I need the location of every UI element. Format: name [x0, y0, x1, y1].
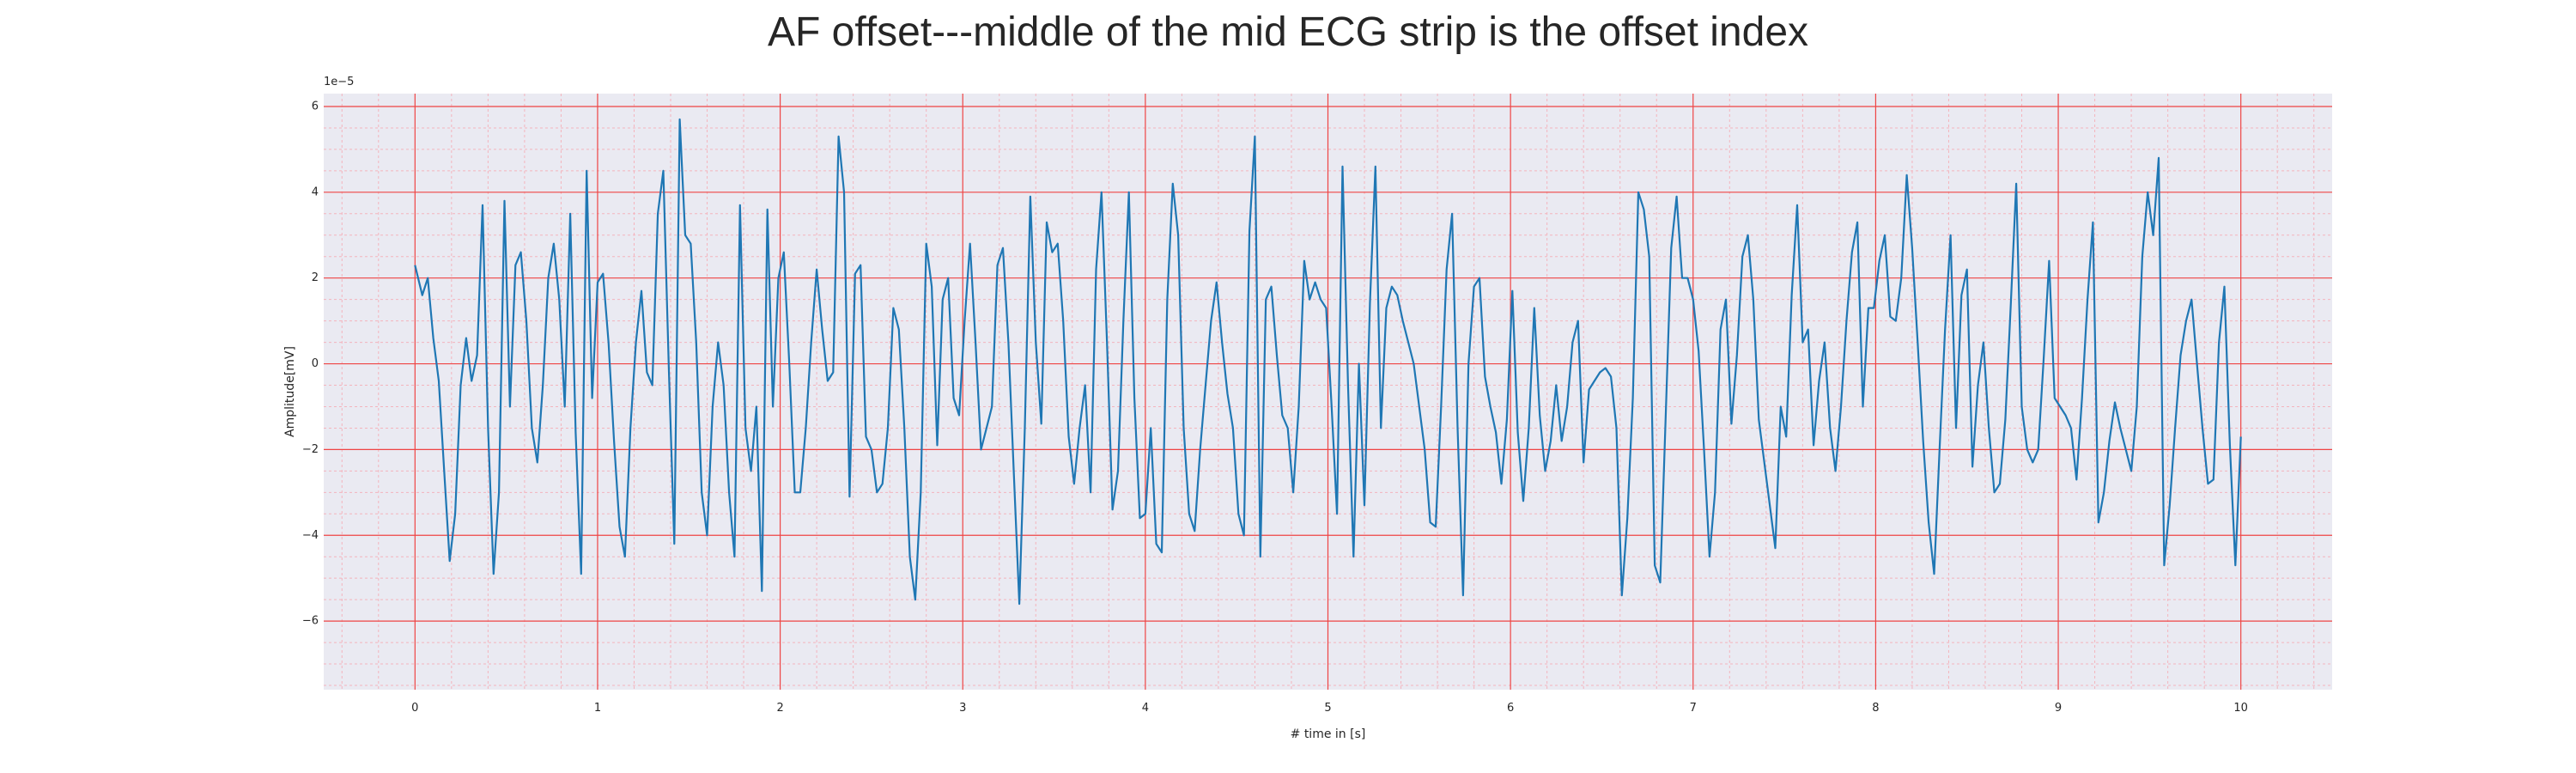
- y-tick-label: −6: [302, 615, 319, 628]
- minor-grid: [324, 94, 2332, 690]
- chart-title: AF offset---middle of the mid ECG strip …: [767, 9, 1809, 55]
- x-tick-label: 0: [411, 702, 418, 715]
- x-tick-label: 8: [1872, 702, 1879, 715]
- x-tick-label: 4: [1142, 702, 1149, 715]
- x-axis-label: # time in [s]: [1291, 727, 1366, 741]
- y-offset-text: 1e−5: [324, 76, 354, 88]
- y-tick-label: 6: [312, 100, 319, 113]
- x-tick-label: 6: [1507, 702, 1514, 715]
- y-tick-label: −4: [302, 529, 319, 542]
- y-tick-label: −2: [302, 443, 319, 456]
- y-axis-label: Amplitude[mV]: [283, 346, 297, 437]
- y-tick-label: 0: [312, 357, 319, 370]
- series-line-ecg: [414, 118, 2242, 606]
- y-tick-labels: −6 −4 −2 0 2 4 6: [302, 100, 319, 627]
- x-tick-label: 7: [1690, 702, 1697, 715]
- x-tick-label: 2: [776, 702, 783, 715]
- x-tick-label: 3: [959, 702, 966, 715]
- major-grid: [324, 94, 2332, 690]
- x-tick-label: 9: [2055, 702, 2062, 715]
- x-tick-label: 5: [1324, 702, 1331, 715]
- x-tick-labels: 0 1 2 3 4 5 6 7 8 9 10: [411, 702, 2248, 715]
- x-tick-label: 1: [594, 702, 601, 715]
- x-tick-label: 10: [2233, 702, 2248, 715]
- y-tick-label: 2: [312, 271, 319, 284]
- y-tick-label: 4: [312, 186, 319, 198]
